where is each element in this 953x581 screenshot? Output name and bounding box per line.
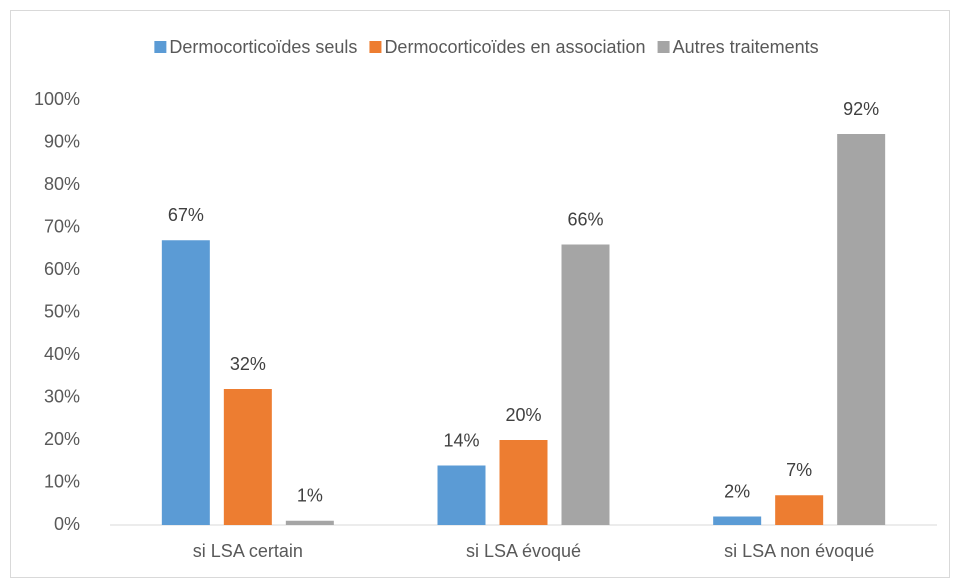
y-tick-label: 80% <box>44 174 80 194</box>
y-tick-label: 10% <box>44 471 80 491</box>
bar <box>561 244 610 525</box>
bar <box>775 495 824 525</box>
legend-swatch <box>154 41 167 53</box>
bar <box>437 465 486 525</box>
y-tick-label: 40% <box>44 344 80 364</box>
value-label: 66% <box>567 209 603 229</box>
y-tick-label: 50% <box>44 301 80 321</box>
bar <box>285 520 334 525</box>
y-tick-label: 90% <box>44 131 80 151</box>
y-tick-label: 20% <box>44 429 80 449</box>
x-tick-label: si LSA non évoqué <box>724 541 874 561</box>
bar <box>499 440 548 525</box>
legend-label: Dermocorticoïdes seuls <box>169 37 357 57</box>
bar <box>713 516 762 525</box>
value-label: 67% <box>168 205 204 225</box>
bar <box>837 134 886 525</box>
y-tick-label: 30% <box>44 386 80 406</box>
y-tick-label: 100% <box>34 89 80 109</box>
bar <box>161 240 210 525</box>
bar <box>223 389 272 525</box>
value-label: 1% <box>297 486 323 506</box>
legend-swatch <box>369 41 382 53</box>
value-label: 7% <box>786 460 812 480</box>
value-label: 92% <box>843 99 879 119</box>
value-label: 20% <box>505 405 541 425</box>
y-tick-label: 70% <box>44 216 80 236</box>
value-label: 32% <box>230 354 266 374</box>
value-label: 2% <box>724 481 750 501</box>
y-tick-label: 0% <box>54 514 80 534</box>
y-tick-label: 60% <box>44 259 80 279</box>
x-tick-label: si LSA évoqué <box>466 541 581 561</box>
value-label: 14% <box>443 430 479 450</box>
legend-swatch <box>657 41 670 53</box>
legend-label: Dermocorticoïdes en association <box>384 37 645 57</box>
legend-label: Autres traitements <box>673 37 819 57</box>
x-tick-label: si LSA certain <box>193 541 303 561</box>
